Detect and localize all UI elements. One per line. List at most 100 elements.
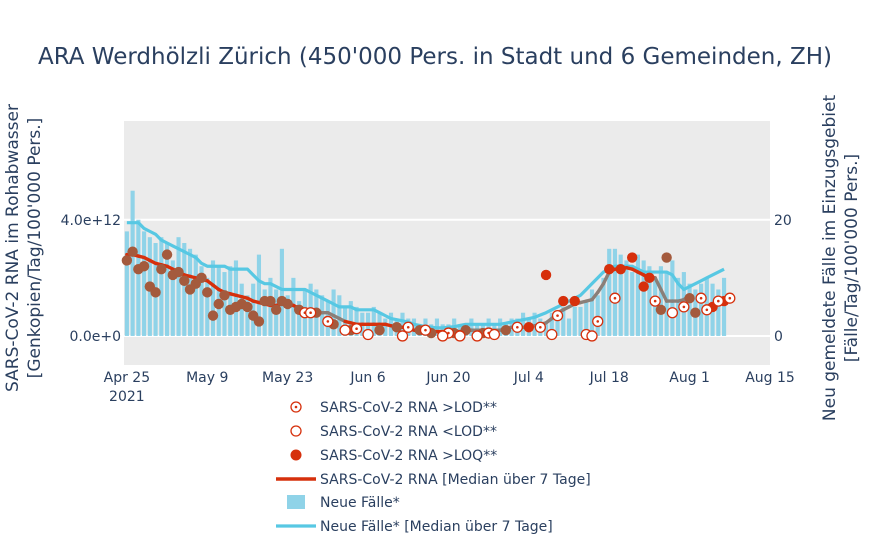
case-bar (285, 295, 290, 336)
case-bar (699, 283, 704, 336)
case-bar (624, 260, 629, 336)
rna-lod-point-center (682, 305, 686, 309)
rna-lod-point-center (613, 296, 617, 300)
y-left-axis-title: SARS-CoV-2 RNA im Rohabwasser [Genkopien/… (3, 104, 45, 392)
rna-ltlod-point (339, 324, 351, 336)
rna-loq-point (121, 255, 133, 266)
case-bar (205, 277, 210, 336)
case-bar (721, 277, 727, 336)
rna-loq-point (391, 322, 402, 333)
rna-ltlod-point (488, 328, 501, 341)
rna-loq-point (156, 263, 167, 275)
rna-loq-point (500, 324, 512, 336)
case-bar (635, 254, 640, 336)
case-bar (543, 324, 549, 336)
case-bar (124, 231, 129, 336)
case-bar (641, 260, 646, 336)
rna-loq-point (655, 304, 667, 316)
case-bar (612, 248, 618, 336)
case-bar (130, 190, 135, 336)
case-bar (676, 277, 681, 336)
y-right-tick-label: 20 (774, 213, 792, 229)
rna-median-segment (659, 287, 669, 303)
case-bar (182, 243, 187, 336)
rna-loq-point (253, 316, 265, 327)
rna-lod-point-center (516, 325, 519, 329)
rna-loq-point (242, 301, 253, 313)
case-bar (486, 318, 491, 336)
legend-loq-label: SARS-CoV-2 RNA >LOQ** (320, 448, 497, 464)
case-bar (297, 301, 302, 336)
rna-median-segment (653, 276, 663, 292)
rna-lod-point-center (326, 320, 330, 323)
rna-lod-point-center (717, 299, 720, 303)
case-bar (572, 306, 577, 336)
case-bar (630, 272, 635, 336)
rna-ltlod-point (546, 328, 558, 341)
rna-loq-point (127, 246, 138, 257)
rna-loq-point (213, 298, 224, 310)
rna-loq-point (270, 304, 282, 316)
case-bar (555, 312, 560, 336)
x-tick-label: Jul 4 (513, 370, 544, 386)
rna-lod-point-center (556, 314, 559, 317)
case-bar (653, 277, 658, 336)
rna-loq-point (219, 290, 230, 301)
legend-lod-symbol-center (294, 405, 298, 409)
rna-loq-point (207, 310, 219, 321)
legend-median-label: SARS-CoV-2 RNA [Median über 7 Tage] (320, 472, 591, 488)
case-bar (337, 295, 342, 336)
rna-loq-point (644, 272, 655, 284)
case-bar (159, 237, 164, 336)
x-tick-label: Jun 6 (349, 370, 385, 386)
case-bar (210, 260, 216, 336)
case-bar (658, 266, 663, 336)
x-tick-label: Jun 20 (425, 370, 470, 386)
rna-loq-point (265, 295, 276, 307)
case-bar (331, 289, 336, 336)
rna-loq-point (661, 252, 672, 263)
case-bar (170, 260, 175, 336)
x-tick-label: Jul 18 (589, 370, 629, 386)
case-bar (233, 260, 239, 336)
rna-loq-point (569, 295, 580, 307)
y-left-tick-label: 4.0e+12 (61, 213, 121, 229)
case-bar (664, 272, 669, 336)
rna-loq-point (184, 284, 196, 295)
case-bar (262, 289, 267, 336)
rna-loq-point (173, 266, 184, 278)
rna-loq-point (690, 307, 701, 318)
case-bar (176, 237, 181, 336)
rna-loq-point (540, 269, 552, 281)
rna-lod-point-center (406, 325, 410, 329)
rna-ltlod-point (586, 330, 598, 342)
rna-ltlod-point (454, 330, 466, 342)
case-bar (400, 312, 405, 336)
rna-ltlod-point (666, 307, 679, 319)
case-bar (687, 283, 692, 336)
case-bar (607, 248, 612, 336)
rna-loq-point (615, 263, 626, 275)
rna-ltlod-point (396, 330, 409, 342)
x-tick-label: Apr 25 (104, 370, 150, 386)
legend-ltlod-symbol (290, 425, 302, 437)
rna-loq-point (276, 295, 288, 307)
case-bar (228, 266, 233, 336)
case-bar (348, 301, 353, 336)
rna-ltlod-point (437, 330, 449, 342)
rna-loq-point (558, 295, 569, 307)
y-left-axis-title-line: SARS-CoV-2 RNA im Rohabwasser (3, 104, 23, 392)
rna-lod-point-center (539, 325, 542, 329)
case-bar (561, 306, 566, 336)
rna-loq-point (150, 287, 161, 298)
rna-lod-point-center (653, 299, 657, 303)
case-bar (222, 272, 227, 336)
rna-lod-point-center (728, 296, 732, 300)
case-bar (239, 283, 244, 336)
rna-loq-point (604, 263, 615, 275)
rna-lod-point-center (424, 328, 427, 332)
case-bar (618, 254, 623, 336)
x-tick-label: May 23 (262, 370, 313, 386)
legend-cases-symbol (287, 495, 305, 509)
